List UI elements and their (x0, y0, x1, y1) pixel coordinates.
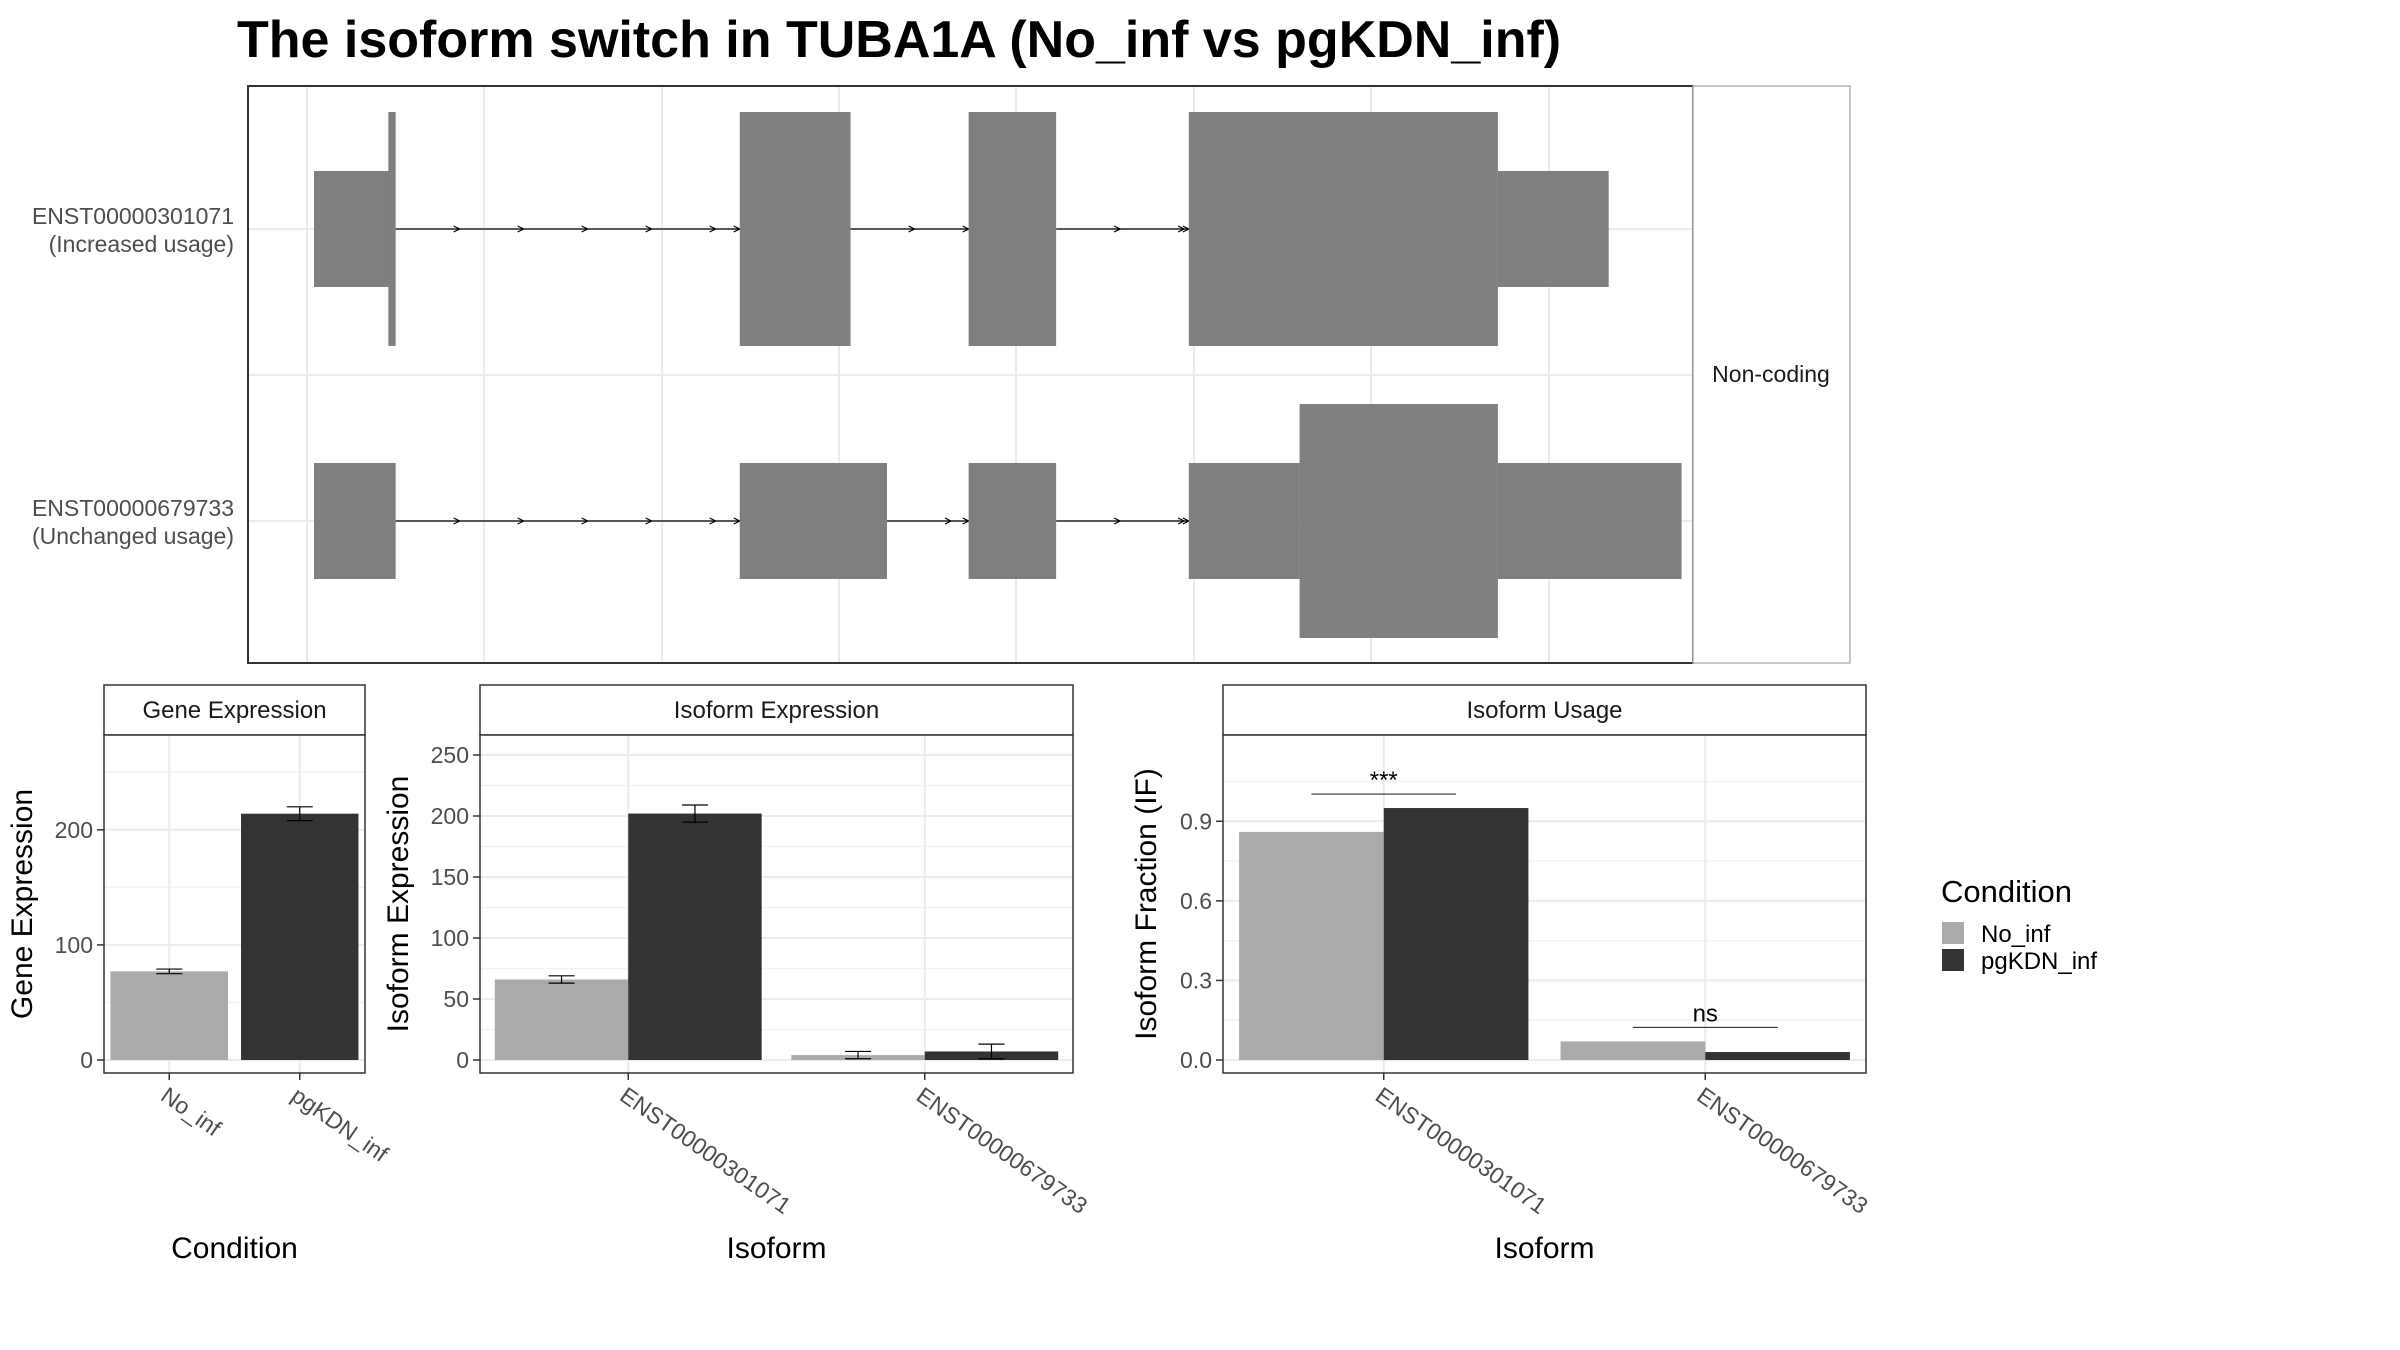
bar (1239, 831, 1384, 1060)
intron-arrow (709, 225, 717, 233)
intron-arrow (645, 225, 653, 233)
significance-label: ns (1693, 1000, 1718, 1027)
intron-arrow (908, 225, 916, 233)
legend-label: No_inf (1981, 921, 2051, 948)
transcript-id-label: ENST00000301071 (32, 203, 234, 229)
y-axis-title: Isoform Fraction (IF) (1130, 768, 1163, 1040)
legend-swatch (1942, 949, 1964, 971)
facet-strip-label: Isoform Expression (674, 697, 879, 724)
exon (1497, 171, 1609, 287)
exon (314, 463, 396, 579)
exon (388, 112, 396, 346)
bar (494, 979, 629, 1060)
intron-arrow (581, 225, 589, 233)
x-tick-label: No_inf (156, 1082, 226, 1142)
intron-arrow (1177, 517, 1186, 525)
facet-strip-label: Gene Expression (142, 697, 326, 724)
plot-layer: ENST00000301071(Increased usage)ENST0000… (6, 85, 2097, 1265)
facet-strip (1222, 684, 1867, 736)
exon (314, 171, 395, 287)
y-tick-label: 0 (456, 1047, 469, 1073)
exon (968, 463, 1057, 579)
intron-arrow (581, 517, 589, 525)
intron-arrow (1177, 225, 1186, 233)
y-axis-title: Isoform Expression (382, 776, 415, 1033)
y-tick-label: 0.0 (1180, 1047, 1212, 1073)
facet-strip-noncoding (1692, 85, 1851, 664)
x-tick-label: ENST00000679733 (1692, 1082, 1872, 1219)
y-tick-label: 50 (443, 986, 469, 1012)
x-tick-label: ENST00000679733 (912, 1082, 1092, 1219)
intron-arrow (645, 517, 653, 525)
exon (739, 463, 887, 579)
facet-strip-label: Isoform Usage (1466, 697, 1622, 724)
transcript-id-label: ENST00000679733 (32, 495, 234, 521)
figure-title: The isoform switch in TUBA1A (No_inf vs … (237, 11, 1561, 69)
facet-strip-label: Non-coding (1712, 361, 1830, 387)
facet-strip (479, 684, 1074, 736)
exon (739, 112, 851, 346)
intron-arrow (517, 517, 525, 525)
legend-swatch (1942, 922, 1964, 944)
exon (1188, 112, 1498, 346)
exon (1299, 404, 1498, 638)
bar-panel-border (479, 734, 1074, 1074)
bar (628, 813, 762, 1060)
bar (110, 971, 228, 1060)
intron-arrow (453, 517, 461, 525)
bar-panel-border (1222, 734, 1867, 1074)
x-axis-title: Isoform (1494, 1232, 1594, 1265)
y-tick-label: 200 (55, 817, 93, 843)
x-tick-label: pgKDN_inf (287, 1082, 394, 1167)
y-tick-label: 0 (80, 1047, 93, 1073)
y-tick-label: 150 (431, 864, 469, 890)
significance-label: *** (1370, 767, 1398, 794)
bar (241, 813, 359, 1060)
bar (1705, 1052, 1850, 1060)
facet-strip (103, 684, 366, 736)
bar (1560, 1041, 1706, 1060)
y-tick-label: 200 (431, 803, 469, 829)
x-axis-title: Condition (171, 1232, 298, 1265)
intron-arrow (944, 517, 953, 525)
transcript-usage-label: (Unchanged usage) (32, 523, 234, 549)
y-tick-label: 0.6 (1180, 888, 1212, 914)
exon (1188, 463, 1300, 579)
x-axis-title: Isoform (726, 1232, 826, 1265)
intron-arrow (1113, 517, 1122, 525)
y-tick-label: 0.3 (1180, 967, 1212, 993)
intron-arrow (1113, 225, 1122, 233)
intron-arrow (517, 225, 525, 233)
legend-label: pgKDN_inf (1981, 948, 2097, 975)
bar (1383, 808, 1529, 1060)
x-tick-label: ENST00000301071 (615, 1082, 795, 1219)
y-axis-title: Gene Expression (6, 789, 39, 1019)
y-tick-label: 0.9 (1180, 808, 1212, 834)
bar-panel-border (103, 734, 366, 1074)
x-tick-label: ENST00000301071 (1371, 1082, 1551, 1219)
exon (1497, 463, 1682, 579)
y-tick-label: 100 (55, 932, 93, 958)
intron-arrow (453, 225, 461, 233)
legend-title: Condition (1941, 874, 2072, 909)
exon (968, 112, 1057, 346)
intron-arrow (709, 517, 717, 525)
y-tick-label: 100 (431, 925, 469, 951)
transcript-usage-label: (Increased usage) (49, 231, 234, 257)
y-tick-label: 250 (431, 742, 469, 768)
